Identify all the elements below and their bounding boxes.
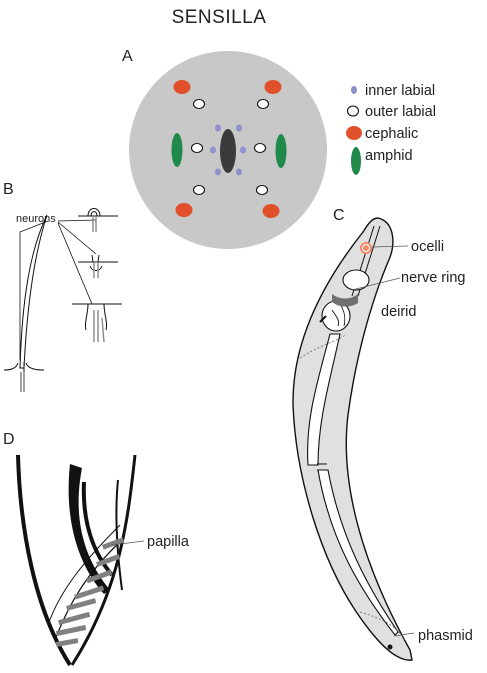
sensillum-drawings xyxy=(3,208,122,392)
legend-amphid-swatch xyxy=(351,147,361,175)
mouth-opening xyxy=(220,129,236,173)
panel-label-a: A xyxy=(122,48,133,65)
head-en-face-view xyxy=(129,51,327,249)
legend-amphid-label: amphid xyxy=(365,148,413,164)
legend-inner-labial-label: inner labial xyxy=(365,83,435,99)
papilla-leader-line xyxy=(111,540,145,546)
legend-cephalic-label: cephalic xyxy=(365,126,418,142)
legend-cephalic-swatch xyxy=(346,126,362,140)
nerve-ring xyxy=(332,294,358,307)
worm-body xyxy=(292,217,413,661)
panel-label-b: B xyxy=(3,181,14,198)
legend-inner-labial-swatch xyxy=(351,86,357,94)
nerve-ring-label: nerve ring xyxy=(401,270,465,286)
papilla-label: papilla xyxy=(147,534,190,550)
panel-label-c: C xyxy=(333,207,345,224)
legend: inner labial outer labial cephalic amphi… xyxy=(346,83,436,175)
ocelli-spot xyxy=(360,242,372,254)
ocelli-label: ocelli xyxy=(411,239,444,255)
deirid-label: deirid xyxy=(381,304,416,320)
figure-title: SENSILLA xyxy=(172,7,267,28)
amphid-sensilla xyxy=(171,133,287,168)
papilla-marks xyxy=(55,537,125,647)
neurons-label: neurons xyxy=(16,213,56,225)
panel-c-leader-lines xyxy=(351,245,415,637)
legend-outer-labial-label: outer labial xyxy=(365,104,436,120)
legend-outer-labial-swatch xyxy=(346,105,360,117)
deirid-spot xyxy=(319,315,327,323)
phasmid-spot xyxy=(387,644,393,650)
cephalic-sensilla xyxy=(173,80,282,218)
worm-body-drawing xyxy=(292,217,413,661)
inner-labial-sensilla xyxy=(210,124,246,176)
panel-label-d: D xyxy=(3,431,15,448)
phasmid-label: phasmid xyxy=(418,628,473,644)
male-tail-drawing xyxy=(16,454,137,667)
outer-labial-sensilla xyxy=(190,98,270,196)
